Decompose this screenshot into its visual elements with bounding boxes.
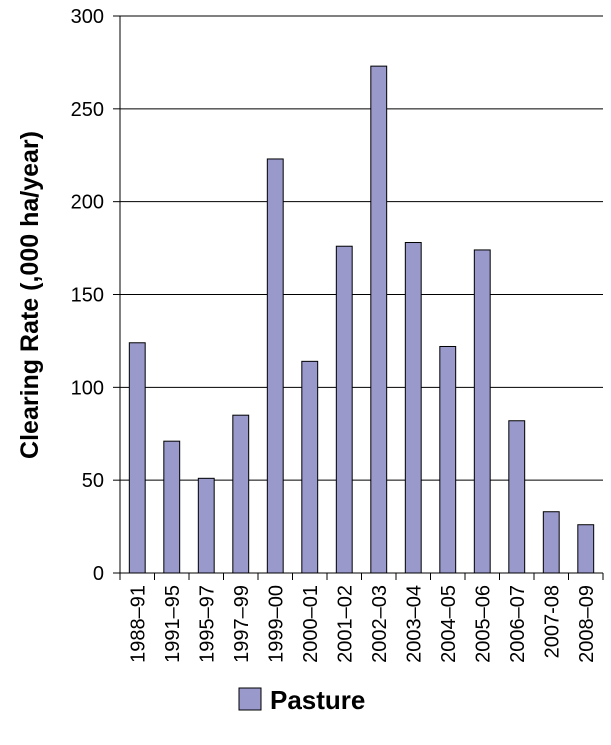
bar: [370, 65, 388, 574]
bars: [128, 65, 595, 574]
bar: [128, 342, 146, 574]
x-tick-label: 2004–05: [438, 585, 460, 663]
bar: [508, 420, 526, 574]
x-tick-label: 2001–02: [334, 585, 356, 663]
bar: [163, 440, 181, 574]
x-tick-label: 1991–95: [162, 585, 184, 663]
y-tick-label: 150: [71, 285, 104, 307]
bar: [404, 242, 422, 574]
x-tick-label: 1997–99: [231, 585, 253, 663]
y-tick-label: 50: [82, 470, 104, 492]
y-tick-label: 0: [93, 563, 104, 585]
axes: [113, 15, 604, 580]
x-tick-label: 2000–01: [300, 585, 322, 663]
legend-label-pasture: Pasture: [270, 685, 365, 715]
y-tick-label: 200: [71, 192, 104, 214]
x-tick-label: 2007-08: [541, 585, 563, 658]
bar: [473, 249, 491, 574]
x-tick-label: 2003–04: [403, 585, 425, 663]
x-tick-label: 2005–06: [472, 585, 494, 663]
legend-swatch-pasture: [238, 687, 262, 711]
bar: [577, 524, 595, 574]
bar: [439, 345, 457, 574]
x-tick-label: 2006–07: [507, 585, 529, 663]
x-tick-label: 1999–00: [265, 585, 287, 663]
x-tick-label: 1988–91: [127, 585, 149, 663]
x-tick-labels: 1988–91 1991–95 1995–97 1997–99 1999–00 2000–…: [127, 585, 598, 663]
x-tick-label: 2008–09: [576, 585, 598, 663]
bar: [301, 360, 319, 574]
y-axis-label: Clearing Rate (,000 ha/year): [16, 131, 44, 459]
bar: [232, 414, 250, 574]
bar: [266, 158, 284, 574]
y-tick-labels: 0 50 100 150 200 250 300: [71, 6, 104, 585]
gridlines: [120, 15, 603, 481]
x-tick-label: 1995–97: [196, 585, 218, 663]
legend: Pasture: [238, 685, 365, 715]
bar: [335, 245, 353, 574]
y-tick-label: 100: [71, 377, 104, 399]
bar: [197, 477, 215, 574]
bar: [542, 511, 560, 574]
y-tick-label: 250: [71, 99, 104, 121]
x-tick-label: 2002–03: [369, 585, 391, 663]
y-tick-label: 300: [71, 6, 104, 28]
